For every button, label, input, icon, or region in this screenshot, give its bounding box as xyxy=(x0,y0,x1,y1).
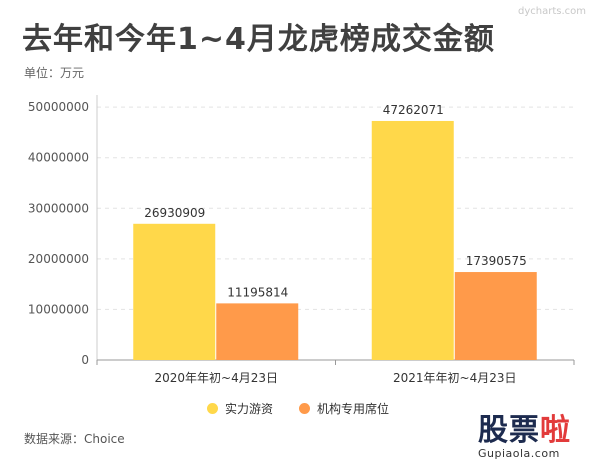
bars xyxy=(133,120,537,361)
y-tick-label: 20000000 xyxy=(28,252,89,266)
unit-label: 单位：万元 xyxy=(24,66,85,80)
bar xyxy=(371,120,454,361)
data-source: 数据来源：Choice xyxy=(24,432,125,446)
axes: 0 10000000 20000000 30000000 40000000 5000000… xyxy=(28,95,575,385)
bar xyxy=(216,303,299,360)
y-tick-label: 30000000 xyxy=(28,201,89,215)
brand-url: Gupiaola.com xyxy=(478,447,560,460)
bar-value-label: 47262071 xyxy=(383,103,444,117)
bar xyxy=(133,223,216,360)
y-tick-label: 10000000 xyxy=(28,302,89,316)
legend: 实力游资 机构专用席位 xyxy=(0,400,596,417)
bar-value-label: 26930909 xyxy=(144,206,205,220)
legend-item-youzi[interactable]: 实力游资 xyxy=(206,400,273,417)
brand-logo: 股票啦 Gupiaola.com xyxy=(478,405,590,463)
y-tick-label: 40000000 xyxy=(28,151,89,165)
bar xyxy=(454,272,537,360)
legend-label-youzi: 实力游资 xyxy=(224,402,273,416)
x-tick-label: 2021年年初~4月23日 xyxy=(393,371,517,385)
bar-value-labels: 26930909 11195814 47262071 17390575 xyxy=(144,103,527,299)
chart-title: 去年和今年1~4月龙虎榜成交金额 xyxy=(22,22,495,57)
legend-swatch-youzi xyxy=(206,403,218,414)
legend-label-jigou: 机构专用席位 xyxy=(317,402,390,416)
bar-value-label: 11195814 xyxy=(227,285,288,299)
x-tick-label: 2020年年初~4月23日 xyxy=(155,371,279,385)
y-tick-label: 0 xyxy=(81,353,89,367)
watermark-top: dycharts.com xyxy=(517,6,586,17)
brand-logo-text: 股票啦 xyxy=(478,413,571,448)
legend-item-jigou[interactable]: 机构专用席位 xyxy=(299,400,389,417)
y-tick-label: 50000000 xyxy=(28,100,89,114)
legend-swatch-jigou xyxy=(299,403,310,414)
bar-value-label: 17390575 xyxy=(466,254,527,268)
